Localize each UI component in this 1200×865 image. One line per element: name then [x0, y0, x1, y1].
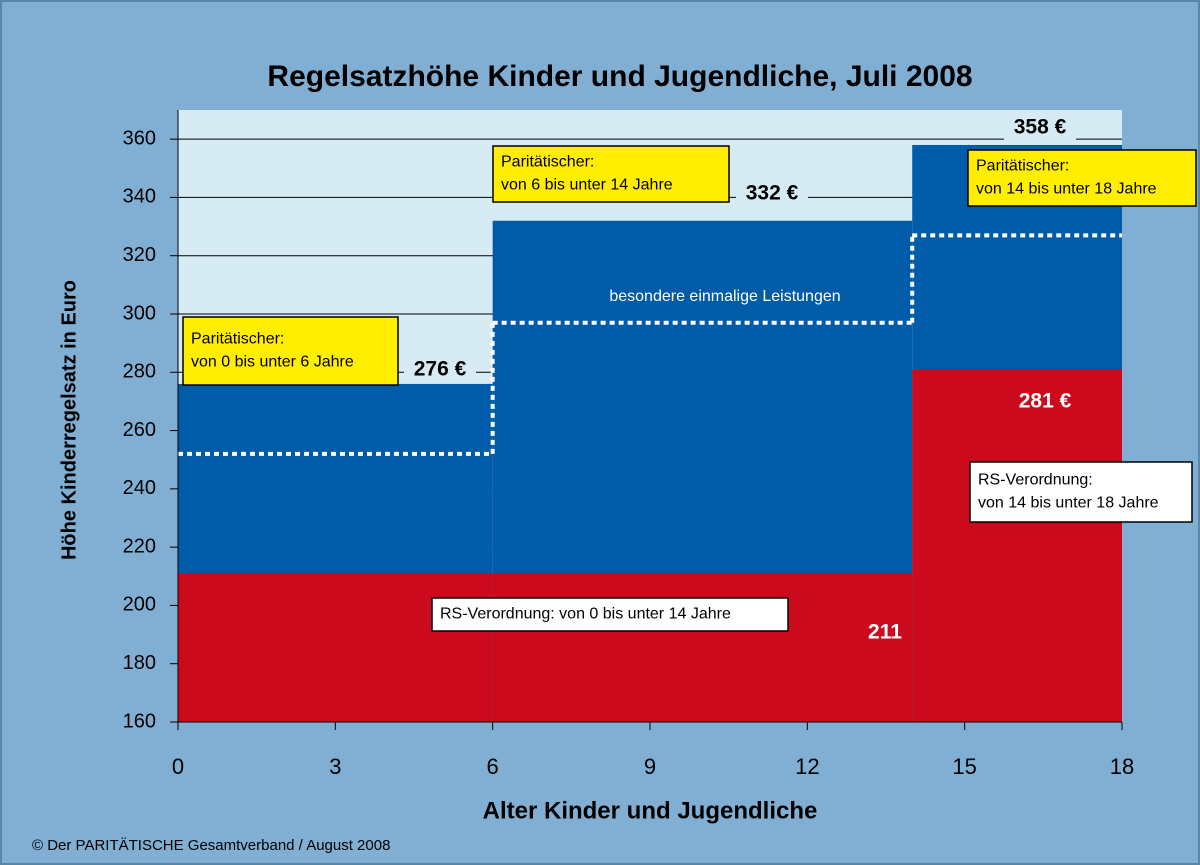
chart-title: Regelsatzhöhe Kinder und Jugendliche, Ju… — [267, 60, 972, 93]
y-tick-label: 240 — [123, 477, 156, 499]
x-tick-label: 12 — [795, 754, 819, 779]
value-label: 332 € — [746, 182, 799, 205]
annotation-box — [431, 597, 789, 632]
x-tick-label: 0 — [172, 754, 184, 779]
y-axis-label: Höhe Kinderregelsatz in Euro — [58, 280, 80, 560]
annotation-text: RS-Verordnung: — [978, 472, 1093, 489]
step-area — [492, 573, 913, 722]
x-tick-label: 18 — [1110, 754, 1134, 779]
x-tick-label: 6 — [487, 754, 499, 779]
annotation-text: von 0 bis unter 6 Jahre — [191, 354, 354, 371]
value-label: 281 € — [1019, 390, 1072, 413]
y-tick-label: 280 — [123, 361, 156, 383]
x-tick-label: 15 — [952, 754, 976, 779]
annotation-text: RS-Verordnung: von 0 bis unter 14 Jahre — [440, 606, 731, 623]
value-label-bg — [404, 357, 476, 383]
y-tick-label: 180 — [123, 652, 156, 674]
value-label: 358 € — [1014, 116, 1067, 139]
annotation-text: Paritätischer: — [501, 154, 594, 171]
step-area — [912, 369, 1122, 722]
y-tick-label: 260 — [123, 419, 156, 441]
y-tick-label: 200 — [123, 594, 156, 616]
annotation-box — [969, 461, 1193, 523]
y-tick-label: 300 — [123, 302, 156, 324]
y-tick-label: 340 — [123, 186, 156, 208]
x-axis-label: Alter Kinder und Jugendliche — [483, 797, 818, 824]
value-label-bg — [1004, 115, 1076, 141]
value-label-bg — [736, 181, 808, 207]
x-tick-label: 3 — [329, 754, 341, 779]
annotation-text: von 14 bis unter 18 Jahre — [978, 495, 1159, 512]
footer: © Der PARITÄTISCHE Gesamtverband / Augus… — [32, 837, 390, 854]
x-tick-label: 9 — [644, 754, 656, 779]
annotation-text: von 6 bis unter 14 Jahre — [501, 177, 673, 194]
annotation-text: Paritätischer: — [191, 331, 284, 348]
y-tick-label: 360 — [123, 127, 156, 149]
annotation-box — [182, 316, 399, 386]
annotation-text: von 14 bis unter 18 Jahre — [976, 181, 1157, 198]
value-label: 276 € — [414, 358, 467, 381]
annotation-text: Paritätischer: — [976, 158, 1069, 175]
annotation-box — [967, 149, 1197, 207]
value-label: 211 — [868, 621, 902, 644]
y-tick-label: 320 — [123, 244, 156, 266]
step-area — [178, 573, 493, 722]
annotation-box — [492, 145, 730, 203]
y-tick-label: 220 — [123, 535, 156, 557]
annotation-text: besondere einmalige Leistungen — [609, 288, 840, 305]
y-tick-label: 160 — [123, 710, 156, 732]
